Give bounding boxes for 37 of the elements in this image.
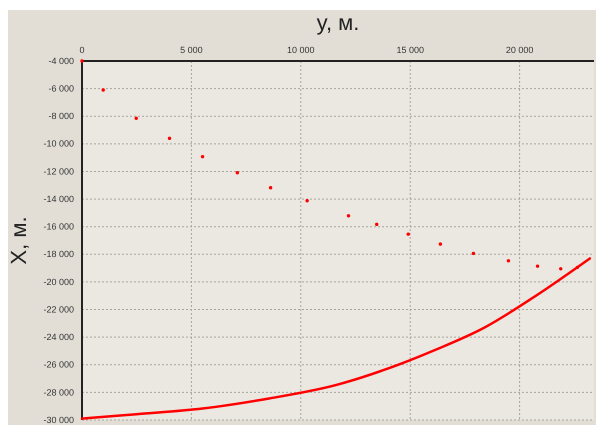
y-tick-label: -18 000 bbox=[43, 249, 74, 260]
y-tick-label: -4 000 bbox=[48, 56, 74, 66]
y-tick-label: -24 000 bbox=[43, 332, 74, 342]
point bbox=[268, 186, 272, 190]
point bbox=[472, 252, 476, 256]
y-tick-label: -16 000 bbox=[43, 222, 74, 232]
y-tick-label: -28 000 bbox=[43, 387, 74, 398]
x-axis-title: y, м. bbox=[316, 10, 360, 35]
x-tick-label: 15 000 bbox=[396, 45, 424, 55]
point bbox=[236, 171, 240, 174]
y-tick-label: -12 000 bbox=[43, 166, 74, 176]
point bbox=[406, 232, 410, 236]
y-tick-label: -10 000 bbox=[43, 138, 74, 149]
point bbox=[305, 199, 309, 202]
y-tick-label: -14 000 bbox=[43, 194, 74, 204]
y-tick-label: -26 000 bbox=[43, 360, 74, 370]
point bbox=[506, 259, 510, 262]
line-series bbox=[80, 257, 592, 420]
y-tick-label: -22 000 bbox=[43, 304, 74, 314]
point bbox=[200, 155, 204, 158]
y-tick-label: -30 000 bbox=[43, 414, 74, 425]
point bbox=[438, 242, 442, 246]
point bbox=[102, 88, 105, 92]
x-tick-label: 0 bbox=[79, 45, 85, 55]
point bbox=[536, 264, 540, 268]
point bbox=[168, 136, 172, 140]
x-tick-label: 5 000 bbox=[180, 45, 203, 55]
point bbox=[346, 214, 350, 218]
y-tick-label: -20 000 bbox=[43, 276, 74, 287]
y-tick-label: -8 000 bbox=[48, 111, 74, 122]
y-tick-label: -6 000 bbox=[48, 83, 74, 94]
point bbox=[134, 116, 138, 120]
y-axis-title: X, м. bbox=[6, 216, 31, 265]
x-tick-label: 10 000 bbox=[287, 45, 315, 55]
x-tick-label: 20 000 bbox=[506, 45, 534, 55]
point bbox=[559, 267, 562, 270]
point bbox=[375, 222, 378, 226]
